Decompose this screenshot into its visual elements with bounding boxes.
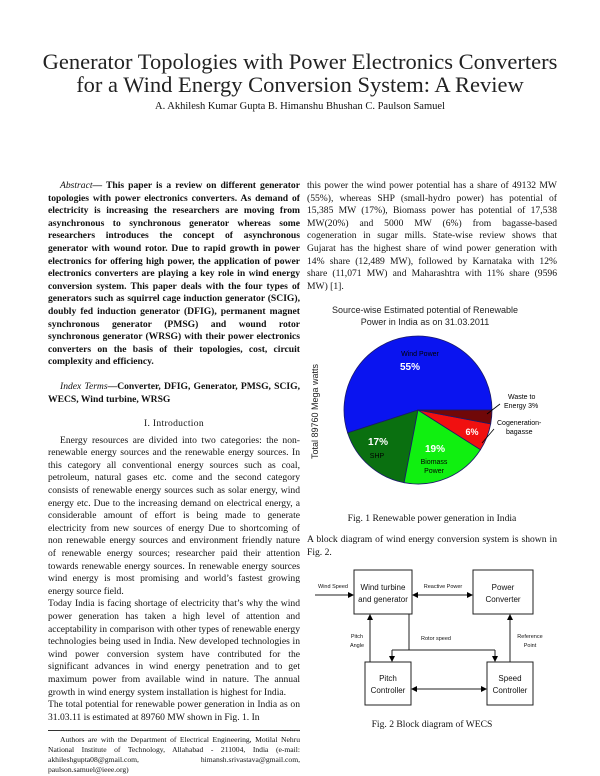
footnote-text: Authors are with the Department of Elect… [48, 735, 300, 775]
converter-label-2: Converter [485, 595, 520, 604]
label-pitch-angle-1: Pitch [351, 634, 363, 640]
pie-chart: Source-wise Estimated potential of Renew… [310, 305, 542, 485]
abstract: Abstract— This paper is a review on diff… [48, 180, 300, 369]
pitch-label-2: Controller [371, 686, 406, 695]
pie-slice-shp [347, 409, 419, 484]
slice-label-wind: 55% [400, 362, 420, 373]
callout-arrow-waste [486, 404, 501, 415]
right-text-2: A block diagram of wind energy conversio… [307, 533, 557, 558]
right-column: this power the wind power potential has … [307, 180, 557, 732]
intro-paragraph-2: Today India is facing shortage of electr… [48, 598, 300, 698]
slice-name-shp: SHP [370, 453, 385, 460]
pie-slice-biomass-power [403, 409, 482, 485]
slice-name-biomass-2: Power [424, 468, 445, 475]
abstract-text: — This paper is a review on different ge… [48, 180, 300, 368]
introduction: Energy resources are divided into two ca… [48, 435, 300, 725]
callout-arrow-cogen [481, 429, 495, 444]
abstract-label: Abstract [60, 180, 93, 191]
turbine-label-2: and generator [358, 595, 408, 604]
converter-label-1: Power [492, 583, 515, 592]
block-wind-turbine [353, 569, 413, 615]
callout-waste-1: Waste to [508, 394, 535, 401]
block-pitch-controller [364, 661, 412, 706]
label-reference-point-2: Point [524, 643, 537, 649]
label-wind-speed: Wind Speed [318, 584, 348, 590]
label-reactive-power: Reactive Power [424, 584, 463, 590]
block-diagram: Wind turbine and generator Power Convert… [315, 569, 543, 706]
left-column: Abstract— This paper is a review on diff… [48, 180, 300, 775]
label-reference-point-1: Reference [517, 634, 542, 640]
fig1-caption: Fig. 1 Renewable power generation in Ind… [347, 513, 517, 525]
intro-paragraph-3: The total potential for renewable power … [48, 699, 300, 723]
index-terms-text: —Converter, DFIG, Generator, PMSG, SCIG,… [48, 380, 300, 405]
right-paragraph-2: A block diagram of wind energy conversio… [307, 534, 557, 559]
index-terms: Index Terms—Converter, DFIG, Generator, … [48, 381, 300, 406]
footnote: Authors are with the Department of Elect… [48, 735, 300, 775]
slice-name-biomass-1: Biomass [421, 459, 448, 466]
paper-authors: A. Akhilesh Kumar Gupta B. Himanshu Bhus… [155, 101, 445, 112]
index-terms-label: Index Terms [60, 380, 108, 392]
right-text-1: this power the wind power potential has … [307, 180, 557, 292]
intro-paragraph-1: Energy resources are divided into two ca… [48, 434, 300, 597]
callout-cogen-2: bagasse [506, 429, 533, 436]
pitch-label-1: Pitch [379, 674, 397, 683]
paper-title: Generator Topologies with Power Electron… [42, 49, 558, 97]
slice-label-shp: 17% [368, 437, 388, 448]
block-speed-controller [486, 661, 534, 706]
callout-waste-2: Energy 3% [504, 403, 538, 410]
section-heading: I. Introduction [144, 418, 204, 430]
label-rotor-speed: Rotor speed [421, 636, 451, 642]
chart-title-line-2: Power in India as on 31.03.2011 [361, 317, 489, 327]
label-pitch-angle-2: Angle [350, 643, 364, 649]
block-power-converter [472, 569, 534, 615]
turbine-label-1: Wind turbine [361, 583, 406, 592]
slice-name-wind: Wind Power [401, 351, 439, 358]
chart-title-line-1: Source-wise Estimated potential of Renew… [332, 305, 518, 315]
chart-ylabel: Total 89760 Mega watts [310, 364, 320, 460]
callout-cogen-1: Cogeneration- [497, 420, 542, 427]
speed-label-1: Speed [498, 674, 521, 683]
footnote-rule [48, 730, 300, 732]
paper-header: Generator Topologies with Power Electron… [40, 0, 560, 113]
slice-label-biomass: 19% [425, 444, 445, 455]
pie-slice-wind-power [343, 335, 493, 434]
speed-label-2: Controller [493, 686, 528, 695]
fig2-caption: Fig. 2 Block diagram of WECS [371, 719, 493, 731]
slice-label-cogen: 6% [465, 427, 478, 437]
right-paragraph-1: this power the wind power potential has … [307, 180, 557, 293]
